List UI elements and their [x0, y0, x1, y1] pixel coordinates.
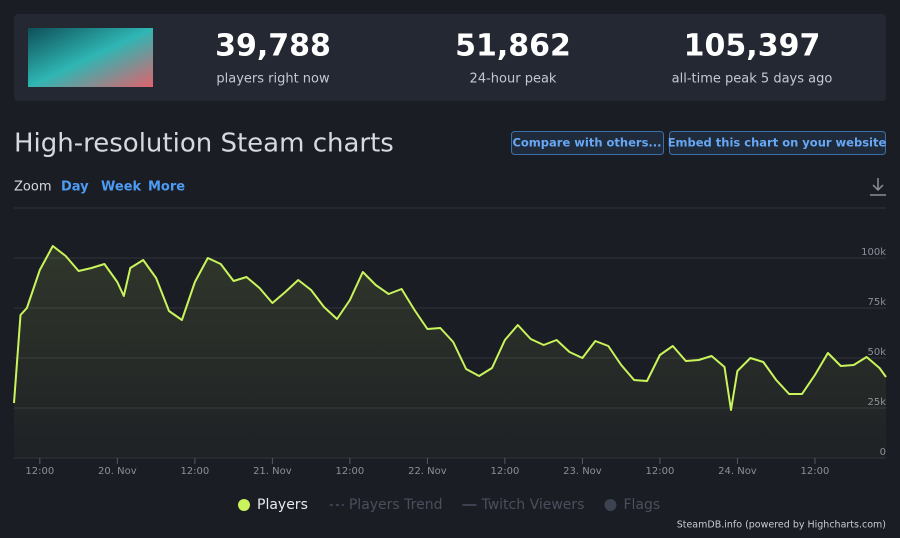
x-tick-label: 12:00: [646, 466, 675, 477]
stat-label: players right now: [216, 72, 330, 87]
stat-value: 51,862: [455, 29, 571, 64]
zoom-option[interactable]: Week: [101, 180, 142, 195]
legend-marker: [604, 499, 617, 511]
stats-panel: [14, 14, 886, 101]
legend-label[interactable]: Players Trend: [349, 497, 443, 513]
y-tick-label: 75k: [867, 297, 886, 308]
stat-value: 39,788: [215, 29, 331, 64]
x-tick-label: 12:00: [180, 466, 209, 477]
zoom-option[interactable]: Day: [61, 180, 89, 195]
legend-marker: [238, 499, 250, 511]
area-fill: [14, 246, 886, 458]
stat-value: 105,397: [684, 29, 821, 64]
x-tick-label: 23. Nov: [563, 466, 602, 477]
legend-label[interactable]: Flags: [623, 497, 660, 513]
y-tick-label: 50k: [867, 347, 886, 358]
zoom-option[interactable]: More: [148, 180, 185, 195]
download-icon[interactable]: [870, 178, 886, 196]
legend-label[interactable]: Twitch Viewers: [480, 497, 584, 513]
page-title: High-resolution Steam charts: [14, 129, 394, 159]
button[interactable]: [669, 131, 886, 155]
series-line: [13, 245, 887, 411]
x-tick-label: 22. Nov: [408, 466, 447, 477]
stat-label: all-time peak 5 days ago: [672, 72, 833, 87]
x-tick-label: 21. Nov: [253, 466, 292, 477]
x-tick-label: 12:00: [801, 466, 830, 477]
x-tick-label: 12:00: [490, 466, 519, 477]
button-label[interactable]: Compare with others...: [512, 136, 661, 150]
stat-label: 24-hour peak: [470, 72, 557, 87]
x-tick-label: 12:00: [335, 466, 364, 477]
button-label[interactable]: Embed this chart on your website: [668, 136, 887, 150]
x-tick-label: 24. Nov: [718, 466, 757, 477]
zoom-label: Zoom: [14, 180, 51, 195]
x-tick-label: 20. Nov: [98, 466, 137, 477]
x-tick-label: 12:00: [25, 466, 54, 477]
credit: SteamDB.info (powered by Highcharts.com): [677, 520, 886, 531]
button[interactable]: [511, 131, 664, 155]
legend-label[interactable]: Players: [257, 497, 308, 513]
game-thumbnail[interactable]: [28, 28, 153, 87]
y-tick-label: 100k: [861, 247, 886, 258]
